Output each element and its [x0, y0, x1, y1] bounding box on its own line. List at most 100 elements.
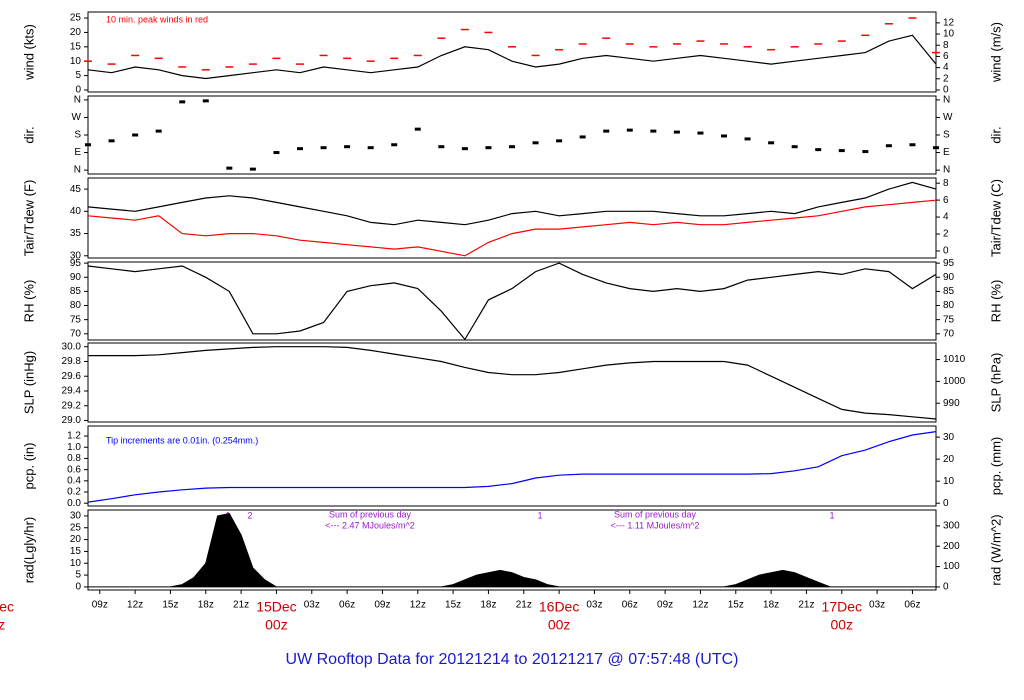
- y-tick-label: 29.4: [62, 386, 82, 397]
- point: [697, 131, 704, 135]
- series-line: [87, 431, 937, 503]
- y2-tick-label: 95: [943, 258, 955, 269]
- y2-axis-label: wind (m/s): [988, 22, 1003, 83]
- annotation: 2: [247, 510, 252, 520]
- y-tick-label: 30: [70, 250, 82, 261]
- y2-tick-label: 100: [943, 561, 960, 572]
- point: [297, 147, 303, 151]
- x-tick-label: 18z: [198, 600, 214, 611]
- x-tick-label: 18z: [763, 600, 779, 611]
- y-tick-label: 15: [70, 546, 82, 557]
- y-tick-label: 0.0: [67, 498, 81, 509]
- x-tick-label: 12z: [692, 600, 708, 611]
- point: [85, 143, 91, 147]
- y-tick-label: 40: [70, 206, 82, 217]
- y-tick-label: 35: [70, 228, 82, 239]
- y2-tick-label: 6: [943, 51, 949, 62]
- y2-tick-label: 85: [943, 286, 955, 297]
- y2-tick-label: N: [943, 165, 950, 176]
- day-hour-label: 00z: [265, 617, 288, 633]
- y-axis-label: SLP (inHg): [21, 351, 36, 414]
- x-tick-label: 06z: [904, 600, 920, 611]
- chart-title: UW Rooftop Data for 20121214 to 20121217…: [286, 651, 739, 668]
- y2-tick-label: 8: [943, 178, 949, 189]
- y-tick-label: N: [74, 165, 81, 176]
- point: [155, 129, 162, 133]
- y2-tick-label: 300: [943, 521, 960, 532]
- x-tick-label: 06z: [622, 600, 638, 611]
- y-tick-label: N: [74, 95, 81, 106]
- y2-tick-label: 8: [943, 40, 949, 51]
- y-tick-label: 30: [70, 511, 82, 522]
- x-tick-label: 03z: [304, 600, 320, 611]
- point: [132, 133, 139, 137]
- y-tick-label: 0.4: [67, 475, 81, 486]
- panel-frame: [87, 342, 937, 423]
- x-tick-label: 15z: [728, 600, 744, 611]
- point: [344, 145, 351, 149]
- x-tick-label: 06z: [339, 600, 355, 611]
- y-tick-label: 10: [70, 558, 82, 569]
- y-tick-label: 0: [75, 85, 81, 96]
- x-tick-label: 15z: [162, 600, 178, 611]
- y-tick-label: 15: [70, 41, 82, 52]
- x-tick-label: 09z: [374, 600, 390, 611]
- y2-axis-label: RH (%): [988, 280, 1003, 323]
- x-tick-label: 09z: [92, 600, 108, 611]
- point: [721, 134, 727, 138]
- point: [438, 145, 445, 149]
- y2-tick-label: 12: [943, 17, 955, 28]
- annotation: <--- 1.11 MJoules/m^2: [611, 520, 700, 530]
- y-axis-label: Tair/Tdew (F): [21, 180, 36, 257]
- x-tick-label: 18z: [480, 600, 496, 611]
- annotation: Sum of previous day: [329, 509, 412, 519]
- y-tick-label: 25: [70, 522, 82, 533]
- point: [532, 141, 539, 145]
- y-tick-label: 5: [75, 570, 81, 581]
- series-line: [87, 199, 937, 257]
- point: [320, 146, 327, 150]
- point: [603, 129, 610, 133]
- y-tick-label: 29.8: [62, 356, 82, 367]
- y2-tick-label: 6: [943, 195, 949, 206]
- point: [414, 127, 421, 131]
- point: [179, 100, 186, 104]
- y2-tick-label: 70: [943, 328, 955, 339]
- x-tick-label: 12z: [127, 600, 143, 611]
- y2-tick-label: 10: [943, 29, 955, 40]
- y-tick-label: 95: [70, 258, 82, 269]
- panel-frame: [87, 425, 937, 507]
- y-tick-label: 75: [70, 314, 82, 325]
- point: [885, 144, 892, 148]
- x-tick-label: 21z: [798, 600, 814, 611]
- x-tick-label: 15z: [445, 600, 461, 611]
- y-tick-label: 0: [75, 582, 81, 593]
- point: [391, 143, 398, 147]
- annotation: Sum of previous day: [614, 509, 697, 519]
- y2-tick-label: 80: [943, 300, 955, 311]
- y2-tick-label: 2: [943, 229, 949, 240]
- y2-tick-label: 75: [943, 314, 955, 325]
- y-tick-label: 90: [70, 272, 82, 283]
- y-tick-label: 0.6: [67, 464, 81, 475]
- y-tick-label: 20: [70, 534, 82, 545]
- y-tick-label: W: [72, 112, 82, 123]
- point: [909, 143, 916, 147]
- annotation: 10 min. peak winds in red: [106, 14, 208, 24]
- x-tick-label: 12z: [410, 600, 426, 611]
- annotation: Tip increments are 0.01in. (0.254mm.): [106, 435, 258, 445]
- x-tick-label: 21z: [516, 600, 532, 611]
- y2-tick-label: 0: [943, 498, 949, 509]
- panel-frame: [87, 95, 937, 175]
- panel-frame: [87, 509, 937, 591]
- y-tick-label: 80: [70, 300, 82, 311]
- panel-frame: [87, 261, 937, 341]
- y2-tick-label: 1000: [943, 376, 966, 387]
- y-tick-label: 29.2: [62, 400, 82, 411]
- point: [367, 146, 374, 150]
- y-tick-label: 29.6: [62, 371, 82, 382]
- day-hour-label: 00z: [830, 617, 853, 633]
- annotation: 1: [537, 510, 542, 520]
- y-tick-label: 45: [70, 184, 82, 195]
